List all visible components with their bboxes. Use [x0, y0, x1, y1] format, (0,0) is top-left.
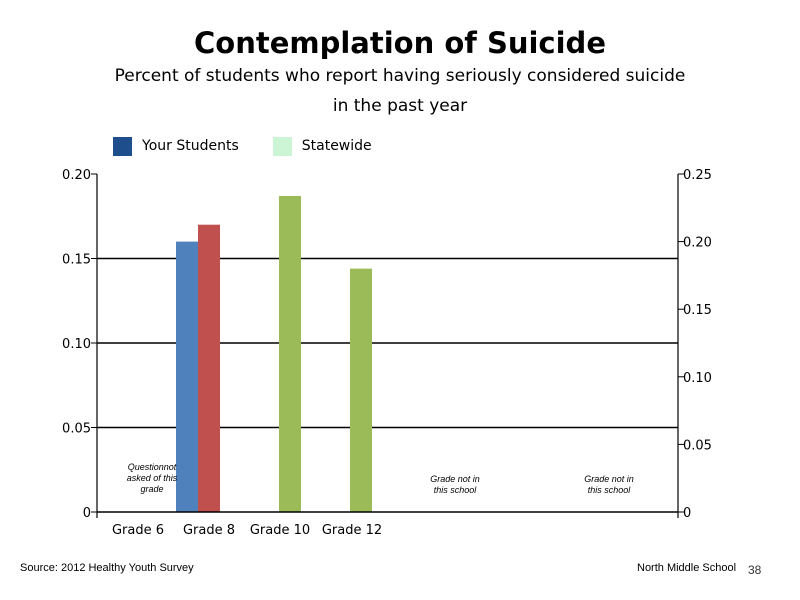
left-tick-label: 0.10 [62, 337, 91, 352]
source-note: Source: 2012 Healthy Youth Survey [20, 562, 194, 574]
x-tick-label: Grade 6 [112, 523, 164, 538]
annotation: Grade not in [584, 474, 634, 484]
annotation: this school [588, 485, 632, 495]
right-tick-label: 0 [683, 506, 691, 521]
bar-grade-8 [198, 224, 220, 512]
page-number: 38 [748, 563, 762, 577]
legend: Your Students Statewide [113, 136, 406, 156]
annotation: Questionnot [128, 462, 177, 472]
legend-item-statewide: Statewide [272, 136, 372, 156]
chart-subtitle-line1: Percent of students who report having se… [114, 66, 686, 86]
annotation: grade [140, 484, 163, 494]
bar-grade-10 [279, 195, 301, 512]
annotation: Grade not in [430, 474, 480, 484]
x-tick-label: Grade 10 [250, 523, 310, 538]
left-tick-label: 0 [83, 506, 91, 521]
left-tick-label: 0.20 [62, 168, 91, 183]
legend-label-statewide: Statewide [301, 138, 372, 154]
annotation: asked of this [127, 473, 178, 483]
right-tick-label: 0.15 [683, 303, 712, 318]
right-tick-label: 0.10 [683, 371, 712, 386]
left-tick-label: 0.15 [62, 253, 91, 268]
x-tick-label: Grade 12 [322, 523, 382, 538]
legend-swatch-your-students [113, 136, 132, 156]
annotation: this school [434, 485, 478, 495]
bar-grade-8 [176, 241, 198, 512]
chart-title: Contemplation of Suicide [193, 26, 606, 60]
bar-grade-12 [350, 268, 372, 512]
right-tick-label: 0.05 [683, 438, 712, 453]
chart-subtitle-line2: in the past year [332, 96, 468, 116]
legend-label-your-students: Your Students [142, 138, 239, 154]
right-tick-label: 0.20 [683, 236, 712, 251]
left-tick-label: 0.05 [62, 422, 91, 437]
right-tick-label: 0.25 [683, 168, 712, 183]
school-name: North Middle School [637, 562, 737, 574]
x-tick-label: Grade 8 [183, 523, 235, 538]
legend-swatch-statewide [272, 136, 292, 156]
legend-item-your-students: Your Students [113, 136, 239, 156]
